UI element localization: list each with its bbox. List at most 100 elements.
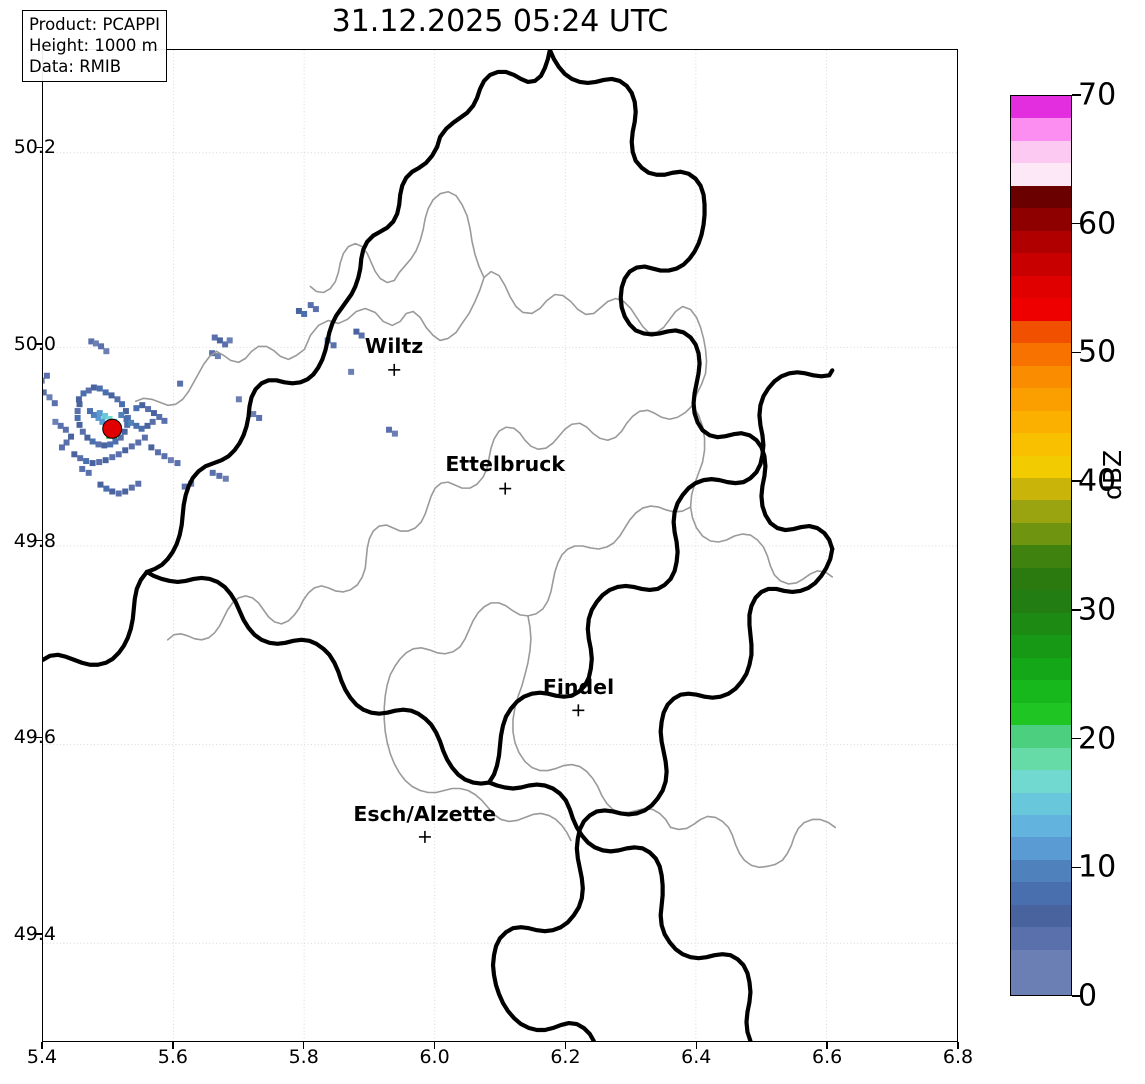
- radar-echo-cell: [128, 443, 135, 450]
- x-tick-label: 6.8: [942, 1046, 974, 1068]
- colorbar-segment: [1011, 343, 1071, 366]
- radar-echo-cell: [177, 380, 184, 387]
- radar-echo-cell: [307, 302, 314, 309]
- radar-site-marker[interactable]: [102, 418, 123, 439]
- radar-echo-cell: [112, 438, 119, 445]
- colorbar-tick-label: 40: [1078, 463, 1117, 499]
- colorbar-segment: [1011, 904, 1071, 928]
- radar-echo-cell: [115, 451, 122, 458]
- radar-echo-cell: [139, 402, 146, 409]
- canton-boundaries: [134, 190, 837, 869]
- grid-lines: [43, 50, 957, 1041]
- radar-echo-cell: [52, 418, 59, 425]
- city-cross-findel: [572, 704, 585, 717]
- radar-site-dot[interactable]: [102, 418, 123, 439]
- product-info-box: Product: PCAPPI Height: 1000 m Data: RMI…: [22, 10, 167, 83]
- colorbar-segment: [1011, 702, 1071, 726]
- radar-echo-cell: [124, 421, 131, 428]
- radar-echo-cell: [92, 340, 99, 347]
- radar-echo-cell: [121, 428, 128, 435]
- radar-echo-cell: [88, 338, 95, 345]
- x-tick-mark: [433, 1042, 436, 1049]
- radar-echo-cell: [358, 332, 365, 339]
- radar-echo-cell: [391, 430, 398, 437]
- y-tick-mark: [36, 539, 43, 542]
- radar-echo-cell: [103, 348, 110, 355]
- colorbar-segment: [1011, 635, 1071, 658]
- radar-echo-cell: [108, 392, 115, 399]
- colorbar-tick-mark: [1072, 737, 1081, 740]
- colorbar-segment: [1011, 815, 1071, 838]
- y-tick-mark: [36, 736, 43, 738]
- colorbar-segment: [1011, 500, 1071, 523]
- y-tick-mark: [36, 343, 43, 345]
- colorbar-segment: [1011, 298, 1071, 321]
- city-cross-esch-alzette: [418, 830, 431, 843]
- colorbar-tick-label: 0: [1078, 978, 1098, 1014]
- radar-echo-cell: [144, 422, 151, 429]
- x-tick-label: 6.0: [419, 1046, 450, 1068]
- colorbar-segment: [1011, 859, 1071, 883]
- radar-echo-cell: [312, 306, 319, 313]
- radar-echo-cell: [235, 396, 242, 403]
- colorbar-label: dBZ: [1098, 449, 1127, 500]
- radar-echo-cell: [102, 389, 109, 396]
- radar-echo-cell: [181, 483, 188, 490]
- colorbar-segment: [1011, 433, 1071, 456]
- radar-echo-cell: [95, 441, 102, 448]
- city-cross-wiltz: [388, 363, 401, 376]
- radar-echo-cell: [226, 337, 233, 344]
- colorbar[interactable]: [1010, 95, 1072, 996]
- radar-echo-cell: [174, 460, 181, 467]
- x-tick-mark: [172, 1042, 174, 1049]
- colorbar-segment: [1011, 612, 1071, 636]
- city-cross-ettelbruck: [499, 482, 512, 495]
- info-product: Product: PCAPPI: [29, 15, 160, 34]
- colorbar-segment: [1011, 680, 1071, 703]
- y-tick-label: 49.8: [13, 529, 56, 552]
- radar-echo-cell: [103, 485, 110, 492]
- city-markers-layer: [388, 363, 585, 843]
- radar-echo-cell: [98, 343, 105, 350]
- radar-echo-cell: [79, 428, 86, 435]
- radar-echo-cell: [150, 410, 157, 417]
- colorbar-segment: [1011, 949, 1071, 973]
- colorbar-segment: [1011, 365, 1071, 389]
- country-border-luxembourg: [43, 50, 835, 1041]
- colorbar-segment: [1011, 96, 1071, 119]
- colorbar-tick-label: 20: [1078, 721, 1117, 757]
- colorbar-segment: [1011, 388, 1071, 411]
- radar-echo-cell: [167, 457, 174, 464]
- radar-echo-cell: [148, 444, 155, 451]
- radar-echo-cell: [386, 426, 393, 433]
- colorbar-segment: [1011, 725, 1071, 748]
- radar-echo-cell: [58, 444, 65, 451]
- colorbar-segment: [1011, 477, 1071, 501]
- y-tick-label: 50.0: [13, 332, 56, 355]
- radar-echo-cell: [141, 434, 148, 441]
- city-label-esch-alzette: Esch/Alzette: [353, 801, 497, 826]
- radar-echo-cell: [295, 307, 302, 314]
- radar-echo-cell: [106, 415, 113, 422]
- radar-echo-cell: [90, 411, 97, 418]
- radar-echo-cell: [95, 414, 102, 421]
- radar-echo-cell: [118, 411, 125, 418]
- radar-echo-cell: [145, 406, 152, 413]
- map-plot-area[interactable]: [42, 49, 958, 1042]
- radar-echo-cell: [128, 484, 135, 491]
- radar-echo-cell: [80, 390, 87, 397]
- colorbar-segment: [1011, 747, 1071, 771]
- colorbar-tick-mark: [1072, 94, 1081, 96]
- radar-echo-cell: [117, 434, 124, 441]
- radar-echo-cell: [89, 460, 96, 467]
- radar-echo-cell: [107, 441, 114, 448]
- radar-echo-cell: [85, 469, 92, 476]
- colorbar-tick-mark: [1072, 223, 1081, 225]
- radar-echo-cell: [122, 488, 129, 495]
- radar-echo-cell: [154, 449, 161, 456]
- colorbar-segment: [1011, 972, 1071, 995]
- radar-echo-cell: [101, 442, 108, 449]
- radar-echo-cell: [76, 401, 83, 408]
- colorbar-tick-label: 50: [1078, 334, 1117, 370]
